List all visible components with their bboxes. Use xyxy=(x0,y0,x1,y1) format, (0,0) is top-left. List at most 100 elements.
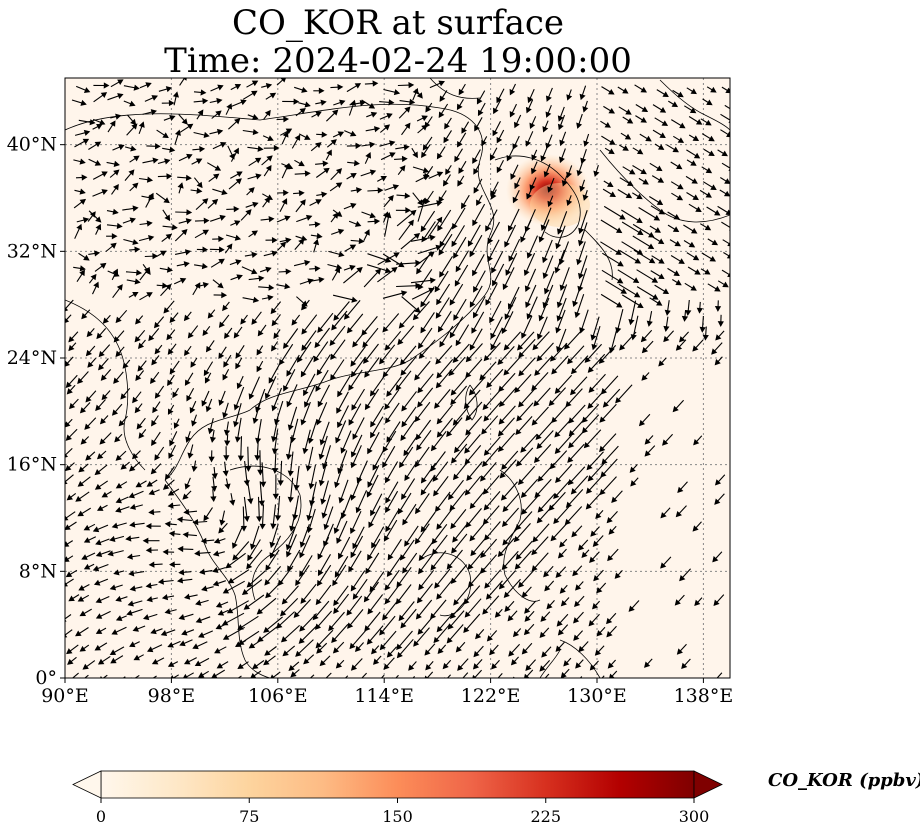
wind-arrow-head xyxy=(679,336,686,343)
wind-arrow-head xyxy=(470,549,477,557)
wind-arrow-head xyxy=(319,439,326,446)
wind-arrow-head xyxy=(207,427,214,435)
wind-arrow-head xyxy=(233,404,240,411)
wind-arrow-head xyxy=(658,360,665,367)
wind-arrow-head xyxy=(304,134,311,140)
wind-arrow-head xyxy=(436,372,443,379)
wind-arrow-head xyxy=(501,520,509,527)
wind-arrow-head xyxy=(146,646,154,653)
wind-arrow-head xyxy=(169,146,176,153)
wind-arrow-head xyxy=(164,608,171,615)
wind-arrow-head xyxy=(177,182,184,189)
y-tick-label: 16°N xyxy=(7,454,57,476)
wind-arrow-head xyxy=(681,315,689,322)
wind-arrow-head xyxy=(364,403,371,411)
wind-arrow-head xyxy=(422,167,430,174)
wind-arrow-head xyxy=(202,198,209,205)
wind-arrow-head xyxy=(692,525,699,532)
wind-arrow-head xyxy=(525,140,532,147)
wind-arrow-head xyxy=(95,223,102,231)
wind-arrow-head xyxy=(340,447,347,454)
wind-arrow-head xyxy=(354,645,362,653)
wind-arrow-head xyxy=(284,215,291,222)
wind-arrow-shaft xyxy=(721,269,730,276)
wind-arrow-head xyxy=(301,303,308,311)
wind-arrow-head xyxy=(570,388,577,396)
wind-arrow-head xyxy=(714,358,721,366)
wind-arrow-head xyxy=(455,646,462,653)
wind-arrow-head xyxy=(473,187,480,194)
wind-arrow-head xyxy=(269,541,276,549)
wind-arrow-head xyxy=(331,636,338,644)
wind-arrow-head xyxy=(446,430,453,437)
wind-arrow-head xyxy=(167,502,174,509)
wind-arrow-head xyxy=(498,385,505,392)
wind-arrow-shaft xyxy=(720,113,730,121)
wind-arrow-head xyxy=(192,643,199,650)
wind-arrow-head xyxy=(227,577,235,584)
wind-arrow-head xyxy=(259,523,266,530)
wind-arrow-head xyxy=(148,509,155,516)
wind-arrow-head xyxy=(593,574,600,582)
wind-arrow-head xyxy=(472,269,478,277)
wind-arrow-head xyxy=(96,505,104,511)
wind-arrow-head xyxy=(647,243,655,250)
wind-arrow-head xyxy=(467,240,474,247)
wind-arrow-head xyxy=(101,171,108,177)
wind-arrow-head xyxy=(660,512,667,519)
wind-arrow-head xyxy=(95,216,102,223)
wind-arrow-head xyxy=(367,554,373,561)
wind-arrow-head xyxy=(442,179,449,187)
wind-arrow-head xyxy=(404,122,411,129)
wind-arrow-head xyxy=(350,461,357,469)
wind-arrow-head xyxy=(708,150,715,156)
wind-arrow-head xyxy=(471,327,478,334)
wind-arrow-head xyxy=(314,265,321,272)
wind-arrow-head xyxy=(384,403,391,410)
wind-arrow-head xyxy=(113,169,120,176)
wind-arrow-head xyxy=(566,171,572,179)
wind-arrow-head xyxy=(307,278,314,285)
wind-arrow-head xyxy=(321,512,328,519)
wind-arrow-head xyxy=(205,405,212,413)
wind-arrow-head xyxy=(363,596,370,603)
wind-arrow-head xyxy=(298,190,305,197)
wind-arrow-head xyxy=(103,82,110,89)
wind-arrow-head xyxy=(145,582,152,589)
wind-arrow-head xyxy=(496,166,503,174)
wind-arrow-head xyxy=(77,377,84,385)
wind-arrow-head xyxy=(436,431,443,438)
wind-arrow-head xyxy=(557,228,563,235)
wind-arrow-head xyxy=(435,312,442,319)
wind-arrow-head xyxy=(333,607,340,615)
wind-arrow-head xyxy=(274,515,282,522)
wind-arrow-head xyxy=(596,630,603,637)
wind-arrow-head xyxy=(608,107,615,114)
wind-arrow-head xyxy=(417,401,424,408)
wind-arrow-head xyxy=(433,490,439,497)
wind-arrow-head xyxy=(564,343,571,350)
wind-arrow-head xyxy=(154,392,161,399)
wind-arrow-head xyxy=(118,420,125,427)
wind-arrow-head xyxy=(527,96,534,104)
wind-arrow-head xyxy=(350,360,357,367)
wind-arrow-head xyxy=(155,143,161,150)
wind-arrow-head xyxy=(114,436,121,443)
wind-arrow-head xyxy=(148,334,155,342)
wind-arrow-head xyxy=(171,224,178,231)
wind-arrow-head xyxy=(408,664,415,671)
wind-arrow-head xyxy=(350,451,357,458)
wind-arrow-head xyxy=(503,369,510,376)
wind-arrow-head xyxy=(367,481,373,488)
wind-arrow-head xyxy=(721,150,728,157)
wind-arrow-head xyxy=(705,167,713,174)
wind-arrow-head xyxy=(467,581,475,588)
wind-arrow-head xyxy=(533,400,540,407)
wind-arrow-head xyxy=(338,496,345,504)
wind-arrow-head xyxy=(300,370,307,378)
wind-arrow-shaft xyxy=(65,299,74,310)
wind-arrow-head xyxy=(457,664,464,671)
wind-arrow-head xyxy=(599,445,606,453)
wind-arrow-head xyxy=(711,348,718,355)
wind-arrow-head xyxy=(567,357,574,365)
